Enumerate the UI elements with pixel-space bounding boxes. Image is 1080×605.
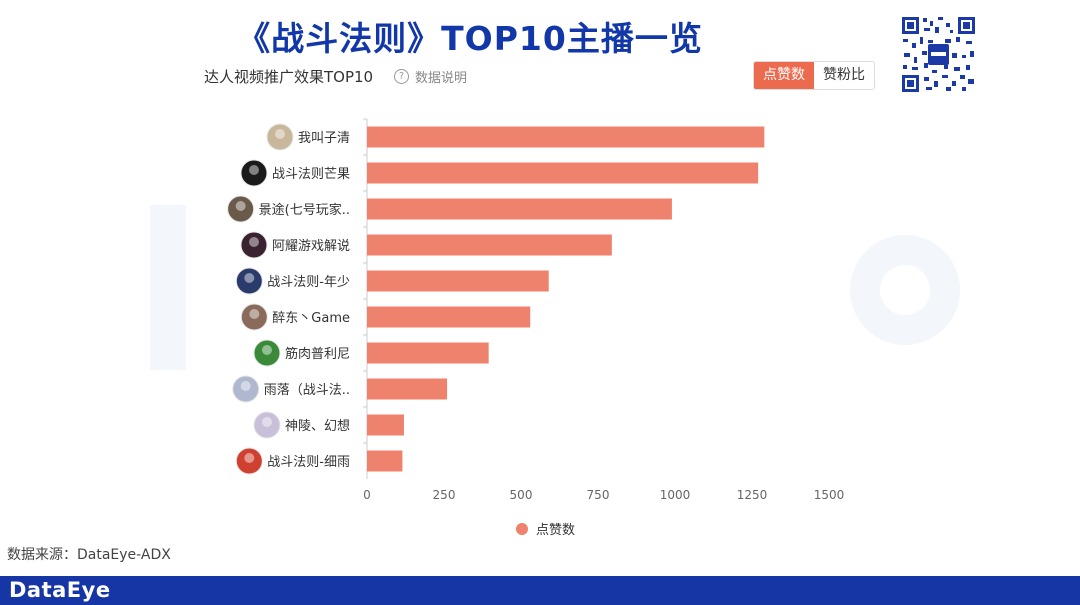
bar[interactable]: [367, 306, 531, 328]
avatar: [235, 267, 263, 295]
data-source: 数据来源：DataEye-ADX: [7, 547, 171, 563]
bar[interactable]: [367, 414, 404, 436]
toggle-likes[interactable]: 点赞数: [754, 62, 814, 89]
bar[interactable]: [367, 126, 765, 148]
avatar: [235, 447, 263, 475]
category-label: 战斗法则-年少: [267, 275, 350, 290]
category-label: 阿耀游戏解说: [272, 239, 350, 254]
category-label: 景途(七号玩家..: [259, 202, 350, 218]
avatar: [253, 339, 281, 367]
x-tick-label: 250: [433, 488, 456, 502]
x-tick-label: 750: [587, 488, 610, 502]
category-label: 筋肉普利尼: [285, 346, 350, 362]
watermark-left: [150, 205, 186, 370]
x-tick-label: 1500: [814, 488, 845, 502]
bar[interactable]: [367, 234, 612, 256]
avatar: [232, 375, 260, 403]
data-explanation[interactable]: ? 数据说明: [394, 67, 467, 86]
bar[interactable]: [367, 378, 448, 400]
category-label: 我叫子清: [298, 131, 350, 146]
avatar: [266, 123, 294, 151]
avatar: [240, 159, 268, 187]
bar[interactable]: [367, 198, 672, 220]
avatar: [240, 231, 268, 259]
data-explanation-label: 数据说明: [415, 71, 468, 86]
category-label: 神陵、幻想: [285, 418, 350, 434]
x-tick-label: 0: [363, 488, 371, 502]
bar[interactable]: [367, 162, 759, 184]
footer-logo: DataEye: [9, 578, 111, 602]
avatar: [227, 195, 255, 223]
category-label: 战斗法则芒果: [272, 166, 350, 182]
x-tick-label: 1250: [737, 488, 768, 502]
avatar: [253, 411, 281, 439]
category-label: 战斗法则-细雨: [267, 455, 350, 470]
category-label: 雨落（战斗法..: [264, 383, 350, 398]
category-label: 醉东丶Game: [272, 310, 350, 326]
page-title: 《战斗法则》TOP10主播一览: [237, 19, 703, 58]
bar[interactable]: [367, 270, 549, 292]
qr-code: [900, 15, 977, 94]
bar[interactable]: [367, 342, 489, 364]
bar[interactable]: [367, 450, 403, 472]
metric-toggle: 点赞数 赞粉比: [753, 61, 875, 90]
x-tick-label: 500: [510, 488, 533, 502]
x-tick-label: 1000: [660, 488, 691, 502]
question-icon: ?: [394, 69, 409, 84]
legend-marker: [516, 523, 528, 535]
toggle-like-fan-ratio[interactable]: 赞粉比: [814, 62, 874, 89]
legend[interactable]: 点赞数: [516, 523, 575, 538]
legend-label: 点赞数: [536, 523, 575, 538]
avatar: [240, 303, 268, 331]
chart-subtitle: 达人视频推广效果TOP10: [204, 68, 374, 86]
footer-bar: DataEye: [0, 576, 1080, 605]
